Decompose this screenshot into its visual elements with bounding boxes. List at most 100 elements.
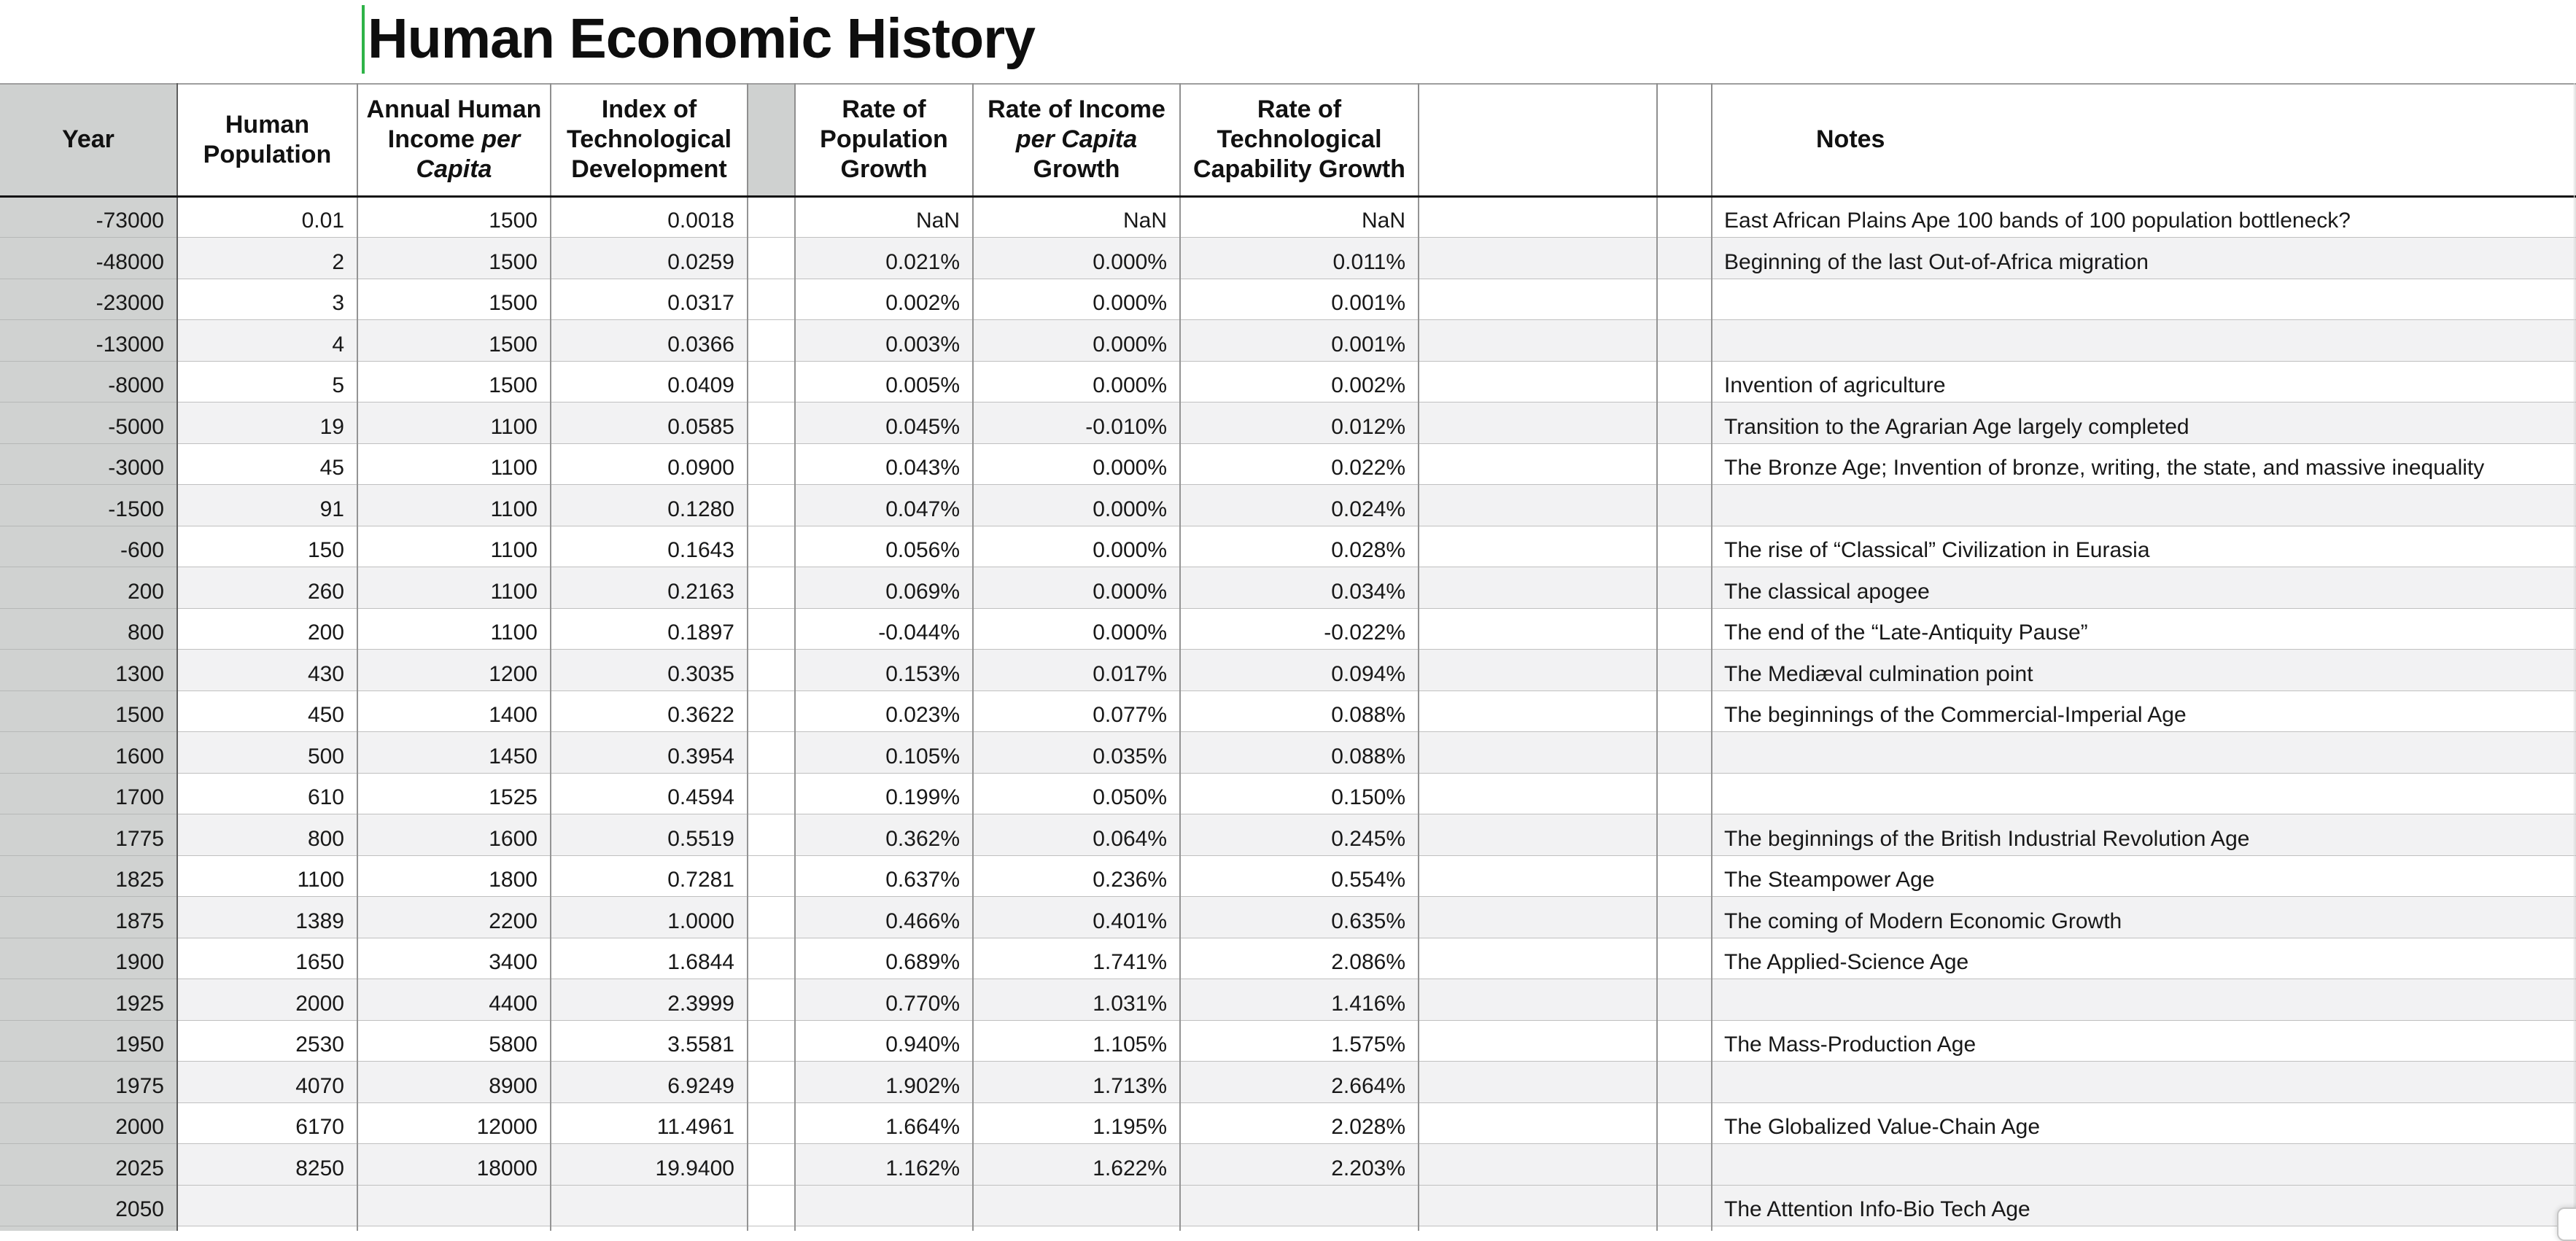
cell-year[interactable]: 1875 <box>0 896 178 938</box>
cell-index[interactable]: 0.1897 <box>551 608 748 650</box>
cell-spacer-j[interactable] <box>1657 938 1712 979</box>
cell-rate-tech[interactable]: 0.635% <box>1180 896 1419 938</box>
cell-rate-income[interactable]: 1.105% <box>973 1020 1181 1062</box>
header-year[interactable]: Year <box>0 83 178 198</box>
cell-empty-i[interactable] <box>1419 731 1658 774</box>
cell-year[interactable]: 1900 <box>0 938 178 979</box>
cell-rate-income[interactable]: 0.035% <box>973 731 1181 774</box>
cell-spacer-j[interactable] <box>1657 443 1712 485</box>
cell-income[interactable]: 2200 <box>357 896 551 938</box>
cell-rate-income[interactable]: 1.622% <box>973 1143 1181 1186</box>
cell-income[interactable]: 5800 <box>357 1020 551 1062</box>
cell-empty-i[interactable] <box>1419 526 1658 567</box>
cell-index[interactable]: 1.0000 <box>551 896 748 938</box>
cell-rate-tech[interactable]: 2.086% <box>1180 938 1419 979</box>
cell-income[interactable]: 1800 <box>357 855 551 897</box>
cell-income[interactable]: 12000 <box>357 1102 551 1144</box>
cell-income[interactable]: 1525 <box>357 773 551 814</box>
header-notes[interactable]: Notes <box>1712 83 2576 198</box>
header-income[interactable]: Annual Human Income per Capita <box>357 83 551 198</box>
cell-spacer-a[interactable] <box>748 1143 796 1186</box>
cell-empty-i[interactable] <box>1419 237 1658 279</box>
cell-notes[interactable]: The Attention Info-Bio Tech Age <box>1712 1185 2576 1226</box>
cell-empty-i[interactable] <box>1419 608 1658 650</box>
cell-rate-pop[interactable] <box>795 1226 974 1231</box>
cell-income[interactable]: 1600 <box>357 814 551 856</box>
cell-index[interactable]: 11.4961 <box>551 1102 748 1144</box>
cell-year[interactable]: 2050 <box>0 1185 178 1226</box>
cell-income[interactable]: 1100 <box>357 608 551 650</box>
cell-notes[interactable] <box>1712 979 2576 1021</box>
data-table[interactable]: Year Human Population Annual Human Income pe… <box>0 83 2576 1231</box>
cell-rate-tech[interactable]: 0.028% <box>1180 526 1419 567</box>
cell-index[interactable]: 0.0317 <box>551 279 748 320</box>
cell-spacer-j[interactable] <box>1657 855 1712 897</box>
cell-index[interactable]: 0.3622 <box>551 690 748 732</box>
cell-rate-tech[interactable]: 0.094% <box>1180 649 1419 691</box>
cell-spacer-j[interactable] <box>1657 608 1712 650</box>
cell-rate-income[interactable]: 1.031% <box>973 979 1181 1021</box>
cell-spacer-a[interactable] <box>748 690 796 732</box>
cell-spacer-j[interactable] <box>1657 526 1712 567</box>
cell-empty-i[interactable] <box>1419 649 1658 691</box>
cell-spacer-a[interactable] <box>748 814 796 856</box>
header-index[interactable]: Index of Technological Development <box>551 83 748 198</box>
cell-income[interactable]: 1500 <box>357 361 551 402</box>
cell-year[interactable]: 200 <box>0 567 178 609</box>
cell-index[interactable]: 0.0259 <box>551 237 748 279</box>
cell-index[interactable]: 19.9400 <box>551 1143 748 1186</box>
cell-year[interactable]: -8000 <box>0 361 178 402</box>
cell-index[interactable] <box>551 1185 748 1226</box>
cell-population[interactable]: 260 <box>177 567 358 609</box>
cell-index[interactable] <box>551 1226 748 1231</box>
cell-rate-tech[interactable]: 0.001% <box>1180 319 1419 362</box>
cell-year[interactable]: -3000 <box>0 443 178 485</box>
header-rate-pop[interactable]: Rate of Population Growth <box>795 83 974 198</box>
cell-notes[interactable]: Beginning of the last Out-of-Africa migr… <box>1712 237 2576 279</box>
cell-rate-income[interactable]: 1.741% <box>973 938 1181 979</box>
header-spacer-a[interactable] <box>748 83 796 198</box>
cell-empty-i[interactable] <box>1419 484 1658 526</box>
cell-rate-income[interactable]: 0.000% <box>973 319 1181 362</box>
cell-rate-income[interactable]: 0.000% <box>973 361 1181 402</box>
cell-rate-tech[interactable]: 2.664% <box>1180 1061 1419 1103</box>
cell-spacer-j[interactable] <box>1657 484 1712 526</box>
header-spacer-j[interactable] <box>1657 83 1712 198</box>
cell-notes[interactable]: The beginnings of the Commercial-Imperia… <box>1712 690 2576 732</box>
cell-rate-tech[interactable]: 0.022% <box>1180 443 1419 485</box>
cell-population[interactable]: 430 <box>177 649 358 691</box>
cell-income[interactable]: 1100 <box>357 484 551 526</box>
header-rate-tech[interactable]: Rate of Technological Capability Growth <box>1180 83 1419 198</box>
cell-rate-tech[interactable]: 0.002% <box>1180 361 1419 402</box>
cell-spacer-j[interactable] <box>1657 361 1712 402</box>
cell-rate-pop[interactable]: 0.153% <box>795 649 974 691</box>
cell-empty-i[interactable] <box>1419 773 1658 814</box>
cell-population[interactable]: 19 <box>177 402 358 444</box>
cell-index[interactable]: 0.2163 <box>551 567 748 609</box>
cell-rate-tech[interactable]: 0.088% <box>1180 731 1419 774</box>
cell-notes[interactable] <box>1712 1226 2576 1231</box>
cell-rate-income[interactable]: 0.077% <box>973 690 1181 732</box>
cell-notes[interactable]: The rise of “Classical” Civilization in … <box>1712 526 2576 567</box>
cell-index[interactable]: 3.5581 <box>551 1020 748 1062</box>
cell-spacer-a[interactable] <box>748 855 796 897</box>
cell-empty-i[interactable] <box>1419 1185 1658 1226</box>
cell-rate-tech[interactable]: 0.034% <box>1180 567 1419 609</box>
cell-empty-i[interactable] <box>1419 896 1658 938</box>
cell-spacer-a[interactable] <box>748 938 796 979</box>
cell-year[interactable]: 1600 <box>0 731 178 774</box>
cell-notes[interactable]: The beginnings of the British Industrial… <box>1712 814 2576 856</box>
cell-income[interactable]: 1500 <box>357 279 551 320</box>
cell-population[interactable]: 500 <box>177 731 358 774</box>
cell-spacer-a[interactable] <box>748 237 796 279</box>
cell-empty-i[interactable] <box>1419 196 1658 238</box>
cell-rate-income[interactable]: 1.713% <box>973 1061 1181 1103</box>
cell-notes[interactable]: The classical apogee <box>1712 567 2576 609</box>
cell-notes[interactable] <box>1712 319 2576 362</box>
cell-index[interactable]: 2.3999 <box>551 979 748 1021</box>
cell-index[interactable]: 0.4594 <box>551 773 748 814</box>
cell-spacer-j[interactable] <box>1657 690 1712 732</box>
cell-empty-i[interactable] <box>1419 1061 1658 1103</box>
cell-rate-income[interactable]: 0.000% <box>973 279 1181 320</box>
cell-year[interactable]: 1300 <box>0 649 178 691</box>
